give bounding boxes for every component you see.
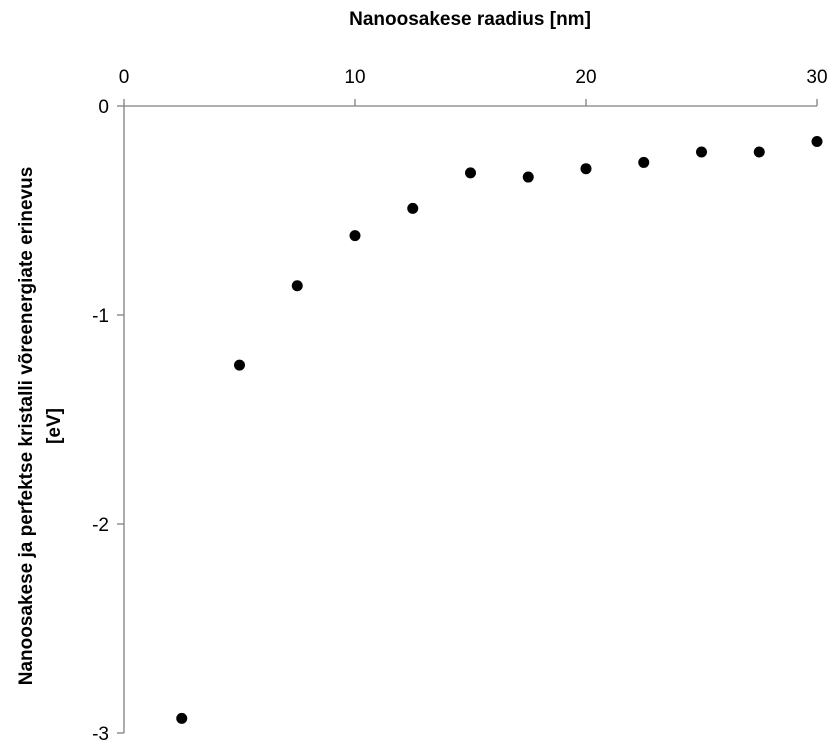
- y-tick-label: 0: [98, 97, 109, 118]
- data-point: [407, 202, 419, 214]
- y-axis-title-line-2: [eV]: [44, 408, 65, 444]
- data-point: [234, 359, 245, 371]
- x-tick-label: 30: [806, 67, 827, 88]
- data-points: [176, 136, 823, 724]
- data-point: [522, 171, 534, 183]
- data-point: [291, 280, 303, 292]
- data-point: [349, 230, 361, 242]
- axes: 0 10 20 30 0 -1 -2 -3: [92, 67, 827, 745]
- y-tick-label: -2: [92, 515, 109, 536]
- data-point: [696, 146, 707, 158]
- data-point: [580, 163, 592, 175]
- y-tick-label: -3: [92, 724, 109, 745]
- data-point: [753, 146, 765, 158]
- x-tick-label: 0: [119, 67, 130, 88]
- x-tick-label: 10: [344, 67, 365, 88]
- data-point: [465, 167, 476, 179]
- x-tick-label: 20: [575, 67, 596, 88]
- y-axis-title-line-1: Nanoosakese ja perfektse kristalli võree…: [16, 167, 37, 686]
- y-axis-title: Nanoosakese ja perfektse kristalli võree…: [16, 167, 65, 686]
- x-axis-title: Nanoosakese raadius [nm]: [349, 9, 591, 30]
- data-point: [176, 712, 188, 724]
- y-tick-label: -1: [92, 306, 109, 327]
- data-point: [638, 156, 650, 168]
- data-point: [811, 136, 823, 148]
